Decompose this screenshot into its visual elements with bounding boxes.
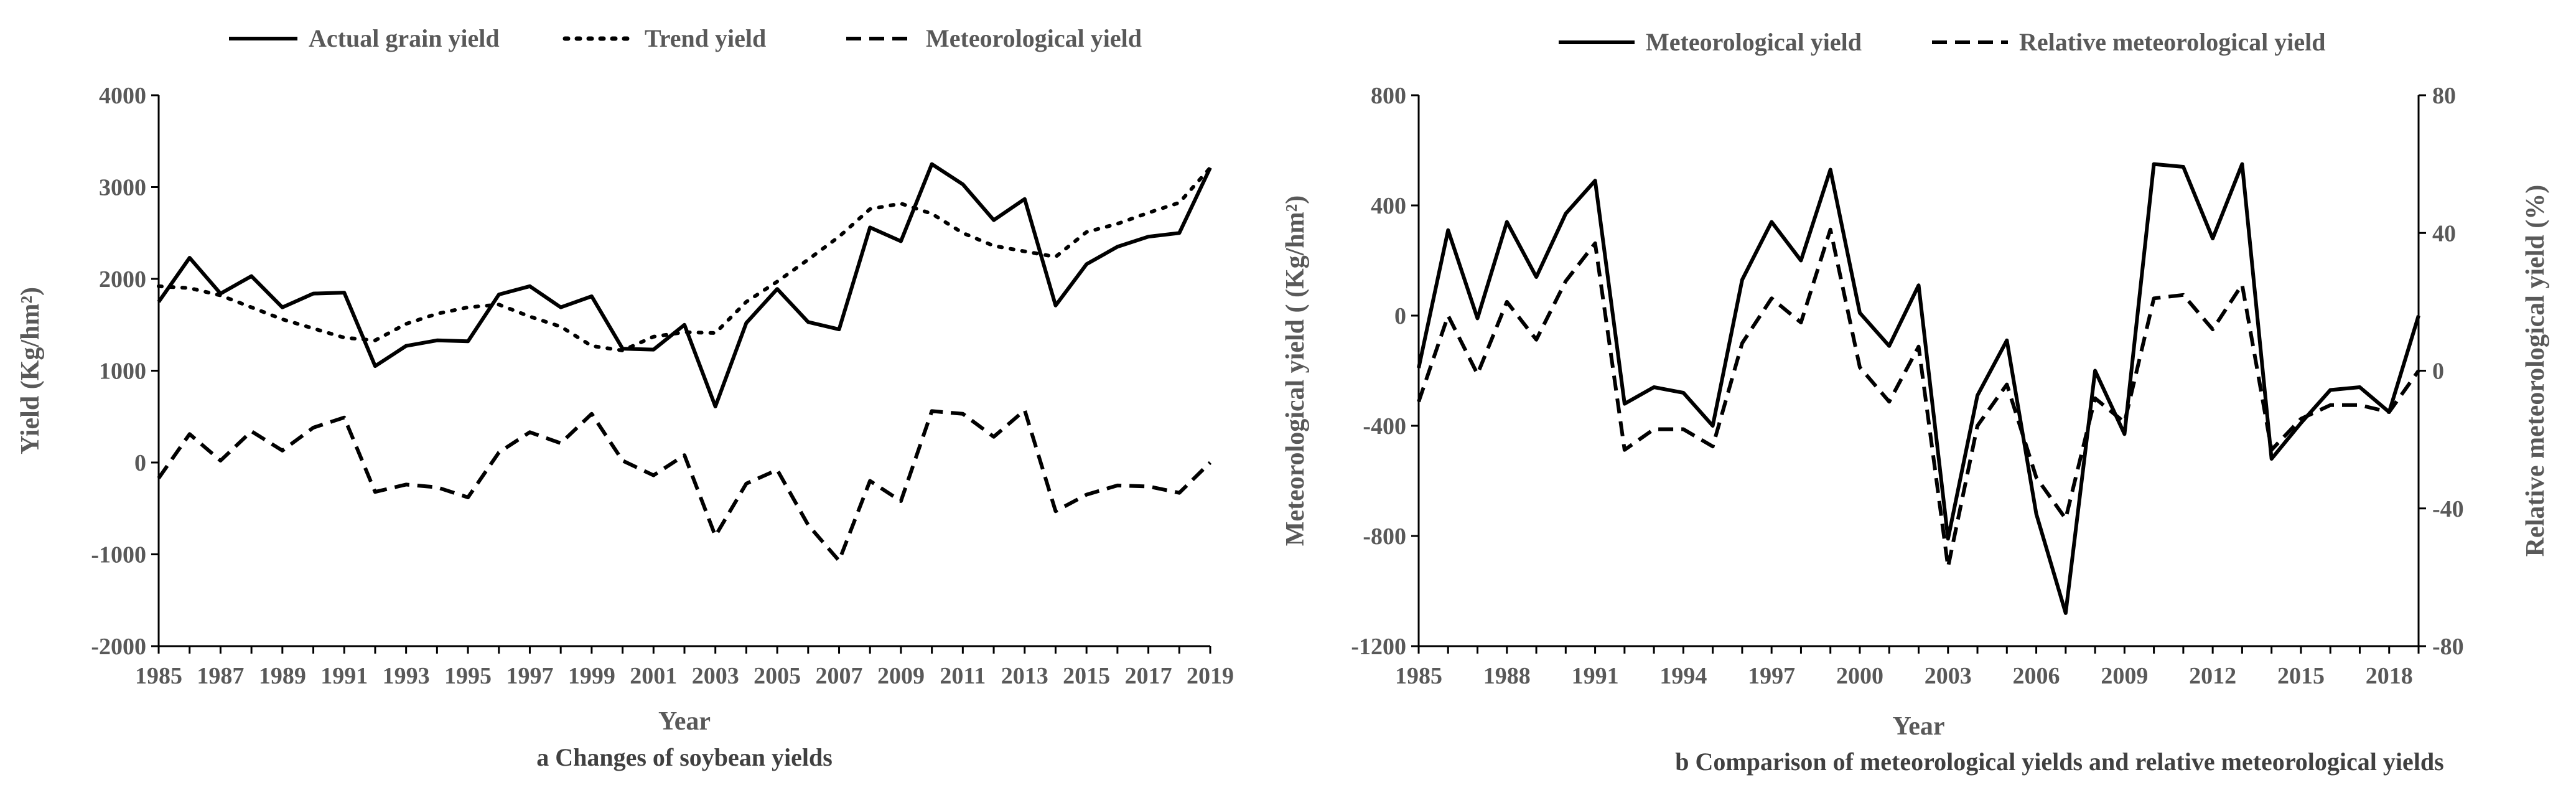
series-line-actual-grain-yield [157, 162, 1212, 408]
x-tick-label: 1987 [197, 663, 244, 689]
series-line-trend-yield [157, 166, 1212, 352]
y-tick-label: 800 [1371, 83, 1406, 109]
x-tick-label: 2018 [2366, 663, 2413, 689]
x-tick-label: 2000 [1836, 663, 1883, 689]
x-tick-label: 1988 [1483, 663, 1531, 689]
y-tick-label: 400 [1371, 193, 1406, 219]
legend-label: Trend yield [645, 24, 766, 52]
figure-caption: b Comparison of meteorological yields an… [1675, 748, 2443, 776]
y-tick-label: 1000 [99, 359, 146, 385]
legend-label: Meteorological yield [926, 24, 1142, 52]
series-line-relative-meteorological-yield [1417, 227, 2420, 569]
x-tick-label: 2003 [692, 663, 739, 689]
x-tick-label: 2009 [2101, 663, 2148, 689]
x-tick-label: 2015 [2277, 663, 2325, 689]
x-tick-label: 1991 [320, 663, 368, 689]
y2-axis-title: Relative meteorological yield (%) [2521, 185, 2550, 557]
y-tick-label: -800 [1363, 524, 1406, 550]
x-axis-title: Year [1893, 712, 1945, 741]
x-tick-label: 2012 [2189, 663, 2236, 689]
x-axis-title: Year [658, 707, 711, 736]
y-tick-label: -1000 [91, 542, 146, 568]
legend-label: Actual grain yield [309, 24, 500, 52]
series-line-meteorological-yield [1417, 162, 2420, 615]
x-tick-label: 2011 [940, 663, 986, 689]
x-tick-label: 1985 [1395, 663, 1442, 689]
y-tick-label: 2000 [99, 266, 146, 293]
x-tick-label: 2007 [816, 663, 863, 689]
x-tick-label: 2003 [1925, 663, 1972, 689]
x-tick-label: 1995 [444, 663, 492, 689]
x-tick-label: 1997 [1748, 663, 1795, 689]
chart-a: -2000 -1000 0 1000 2000 3000 4000 1985 1987 1989 1… [16, 24, 1234, 771]
x-tick-label: 1991 [1572, 663, 1619, 689]
y-axis-title: Meteorological yield ( (Kg/hm²) [1281, 195, 1310, 547]
legend-label: Meteorological yield [1646, 28, 1862, 56]
x-tick-label: 2017 [1125, 663, 1172, 689]
y2-tick-label: 80 [2432, 83, 2456, 109]
y2-tick-label: -40 [2432, 496, 2464, 522]
y-tick-label: -400 [1363, 413, 1406, 439]
x-tick-label: 2019 [1187, 663, 1234, 689]
x-tick-label: 2015 [1063, 663, 1110, 689]
x-tick-label: 2005 [754, 663, 801, 689]
series-line-meteorological-yield [157, 408, 1212, 563]
x-tick-label: 1989 [259, 663, 306, 689]
x-tick-label: 1994 [1659, 663, 1707, 689]
y-tick-label: 0 [134, 450, 146, 476]
y2-tick-label: 0 [2432, 359, 2444, 385]
x-tick-label: 2013 [1001, 663, 1048, 689]
x-tick-label: 2009 [877, 663, 925, 689]
y-tick-label: 0 [1394, 303, 1406, 329]
y-tick-label: -1200 [1351, 634, 1406, 660]
x-tick-label: 1999 [568, 663, 615, 689]
x-tick-label: 2006 [2013, 663, 2060, 689]
y-tick-label: 4000 [99, 83, 146, 109]
x-tick-label: 1997 [506, 663, 553, 689]
y2-tick-label: 40 [2432, 220, 2456, 247]
y2-tick-label: -80 [2432, 634, 2464, 660]
x-tick-label: 1993 [383, 663, 430, 689]
x-tick-label: 2001 [630, 663, 677, 689]
y-tick-label: 3000 [99, 175, 146, 201]
legend-label: Relative meteorological yield [2019, 28, 2325, 56]
y-tick-label: -2000 [91, 634, 146, 660]
x-tick-label: 1985 [135, 663, 182, 689]
y-axis-title: Yield (Kg/hm²) [16, 287, 45, 454]
figure-caption: a Changes of soybean yields [536, 743, 833, 771]
